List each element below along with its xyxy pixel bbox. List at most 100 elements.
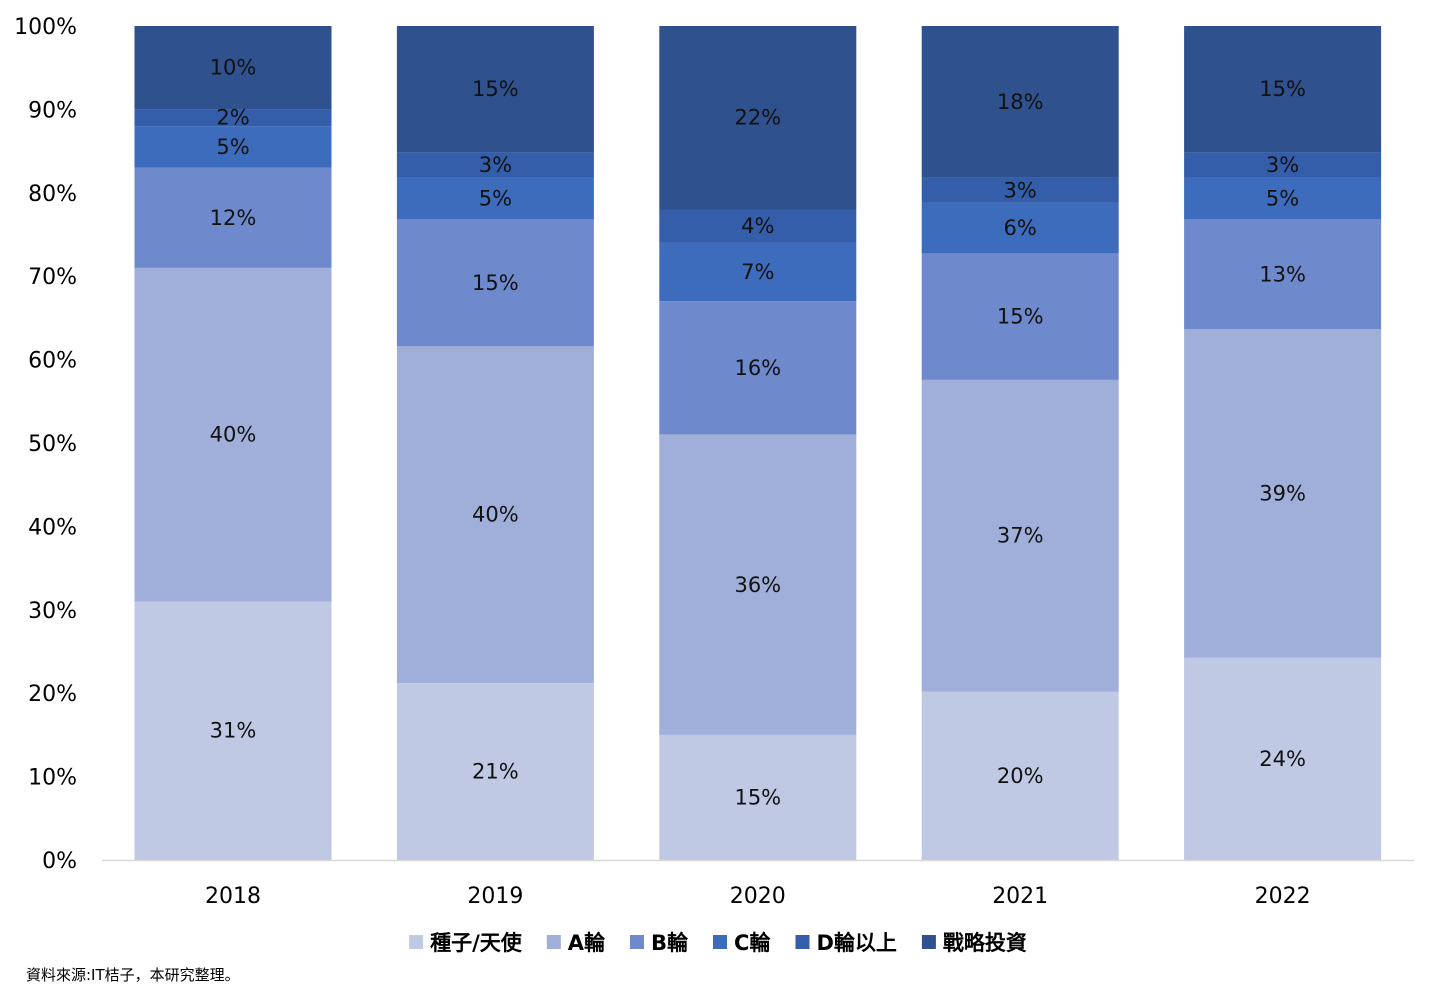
bar-segment-2019-s0: [396, 683, 594, 860]
data-label-2020-s4: 4%: [741, 214, 774, 238]
legend-item-2: B輪: [630, 931, 689, 955]
x-tick-label-2018: 2018: [205, 884, 261, 909]
y-tick-label-5: 50%: [28, 432, 77, 457]
y-tick-label-7: 70%: [28, 265, 77, 290]
data-label-2022-s2: 13%: [1259, 263, 1306, 287]
axes-layer: 2018 2019 2020 2021 2022 0% 10% 20% 30% 40% 50% 60%…: [14, 15, 1414, 909]
data-label-2022-s4: 3%: [1266, 153, 1299, 177]
legend-swatch-0: [409, 935, 424, 949]
bar-segment-2022-s5: [1184, 26, 1382, 153]
legend-label-5: 戰略投資: [943, 931, 1027, 955]
data-label-2022-s5: 15%: [1259, 77, 1306, 101]
legend-label-3: C輪: [734, 931, 771, 955]
bar-segment-2018-s5: [134, 26, 332, 110]
bar-segment-2022-s3: [1184, 177, 1382, 220]
legend-label-2: B輪: [651, 931, 689, 955]
bar-segment-2019-s3: [396, 177, 594, 220]
legend-label-0: 種子/天使: [430, 931, 523, 955]
data-label-2021-s5: 18%: [997, 90, 1044, 114]
legend-swatch-3: [713, 935, 727, 949]
data-label-2018-s4: 2%: [216, 106, 249, 130]
data-label-2019-s2: 15%: [472, 271, 519, 295]
data-label-2021-s0: 20%: [997, 764, 1044, 788]
data-label-2021-s3: 6%: [1004, 216, 1037, 240]
legend-item-1: A輪: [546, 931, 606, 955]
bar-segment-2022-s1: [1184, 329, 1382, 658]
bar-segment-2018-s4: [134, 109, 332, 127]
bar-segment-2022-s2: [1184, 219, 1382, 330]
legend-swatch-1: [546, 935, 561, 949]
bar-segment-2021-s3: [921, 202, 1119, 254]
y-tick-label-9: 90%: [28, 98, 77, 123]
y-tick-label-3: 30%: [28, 599, 77, 624]
x-tick-label-2021: 2021: [992, 884, 1048, 909]
bar-segment-2021-s2: [921, 253, 1119, 380]
bar-segment-2018-s0: [134, 601, 332, 860]
source-note: 資料來源:IT桔子，本研究整理。: [26, 966, 240, 984]
bar-segment-2019-s1: [396, 346, 594, 684]
legend-item-3: C輪: [713, 931, 771, 955]
legend-item-0: 種子/天使: [409, 931, 523, 955]
data-labels-layer: 31% 40% 12% 5% 2% 10% 21% 40% 15% 5% 3% 15% 15% 36% 16…: [210, 56, 1306, 810]
legend-label-4: D輪以上: [817, 931, 897, 955]
data-label-2020-s1: 36%: [734, 573, 781, 597]
bar-segment-2018-s2: [134, 167, 332, 268]
data-label-2021-s4: 3%: [1004, 178, 1037, 202]
bar-segment-2020-s3: [659, 242, 857, 302]
data-label-2022-s1: 39%: [1259, 482, 1306, 506]
bar-segment-2018-s1: [134, 267, 332, 602]
legend-swatch-2: [630, 935, 644, 949]
data-label-2021-s1: 37%: [997, 524, 1044, 548]
bar-segment-2021-s4: [921, 177, 1119, 203]
bar-segment-2019-s5: [396, 26, 594, 153]
data-label-2018-s0: 31%: [210, 719, 257, 743]
y-tick-label-10: 100%: [14, 15, 77, 40]
bar-segment-2021-s5: [921, 26, 1119, 178]
bar-segment-2020-s1: [659, 434, 857, 735]
legend: 種子/天使 A輪 B輪 C輪 D輪以上 戰略投資: [409, 931, 1027, 955]
data-label-2018-s5: 10%: [210, 56, 257, 80]
data-label-2018-s1: 40%: [210, 423, 257, 447]
y-tick-label-6: 60%: [28, 349, 77, 374]
y-tick-label-2: 20%: [28, 682, 77, 707]
legend-swatch-4: [795, 935, 810, 949]
bar-segment-2019-s2: [396, 219, 594, 347]
data-label-2019-s4: 3%: [479, 153, 512, 177]
bar-segment-2022-s0: [1184, 657, 1382, 860]
bar-segment-2020-s0: [659, 734, 857, 860]
legend-swatch-5: [921, 935, 936, 949]
data-label-2018-s2: 12%: [210, 206, 257, 230]
x-tick-label-2022: 2022: [1255, 884, 1311, 909]
bar-segment-2022-s4: [1184, 152, 1382, 178]
y-tick-label-4: 40%: [28, 515, 77, 540]
data-label-2022-s0: 24%: [1259, 747, 1306, 771]
bar-segment-2020-s4: [659, 209, 857, 243]
data-label-2019-s3: 5%: [479, 187, 512, 211]
bars-layer: [134, 26, 1382, 860]
data-label-2020-s0: 15%: [734, 786, 781, 810]
bar-segment-2020-s5: [659, 26, 857, 210]
legend-item-5: 戰略投資: [921, 931, 1027, 955]
bar-segment-2021-s0: [921, 691, 1119, 860]
data-label-2019-s0: 21%: [472, 760, 519, 784]
y-tick-label-0: 0%: [42, 849, 77, 874]
data-label-2020-s5: 22%: [734, 106, 781, 130]
x-tick-label-2020: 2020: [730, 884, 786, 909]
data-label-2019-s1: 40%: [472, 503, 519, 527]
data-label-2018-s3: 5%: [216, 135, 249, 159]
bar-segment-2020-s2: [659, 301, 857, 435]
bar-segment-2021-s1: [921, 379, 1119, 692]
data-label-2020-s3: 7%: [741, 260, 774, 284]
legend-label-1: A輪: [568, 931, 606, 955]
y-tick-label-8: 80%: [28, 182, 77, 207]
data-label-2022-s3: 5%: [1266, 187, 1299, 211]
legend-item-4: D輪以上: [795, 931, 897, 955]
data-label-2020-s2: 16%: [734, 356, 781, 380]
bar-segment-2019-s4: [396, 152, 594, 178]
bar-segment-2018-s3: [134, 126, 332, 168]
y-tick-label-1: 10%: [28, 766, 77, 791]
data-label-2021-s2: 15%: [997, 305, 1044, 329]
data-label-2019-s5: 15%: [472, 77, 519, 101]
x-tick-label-2019: 2019: [467, 884, 523, 909]
